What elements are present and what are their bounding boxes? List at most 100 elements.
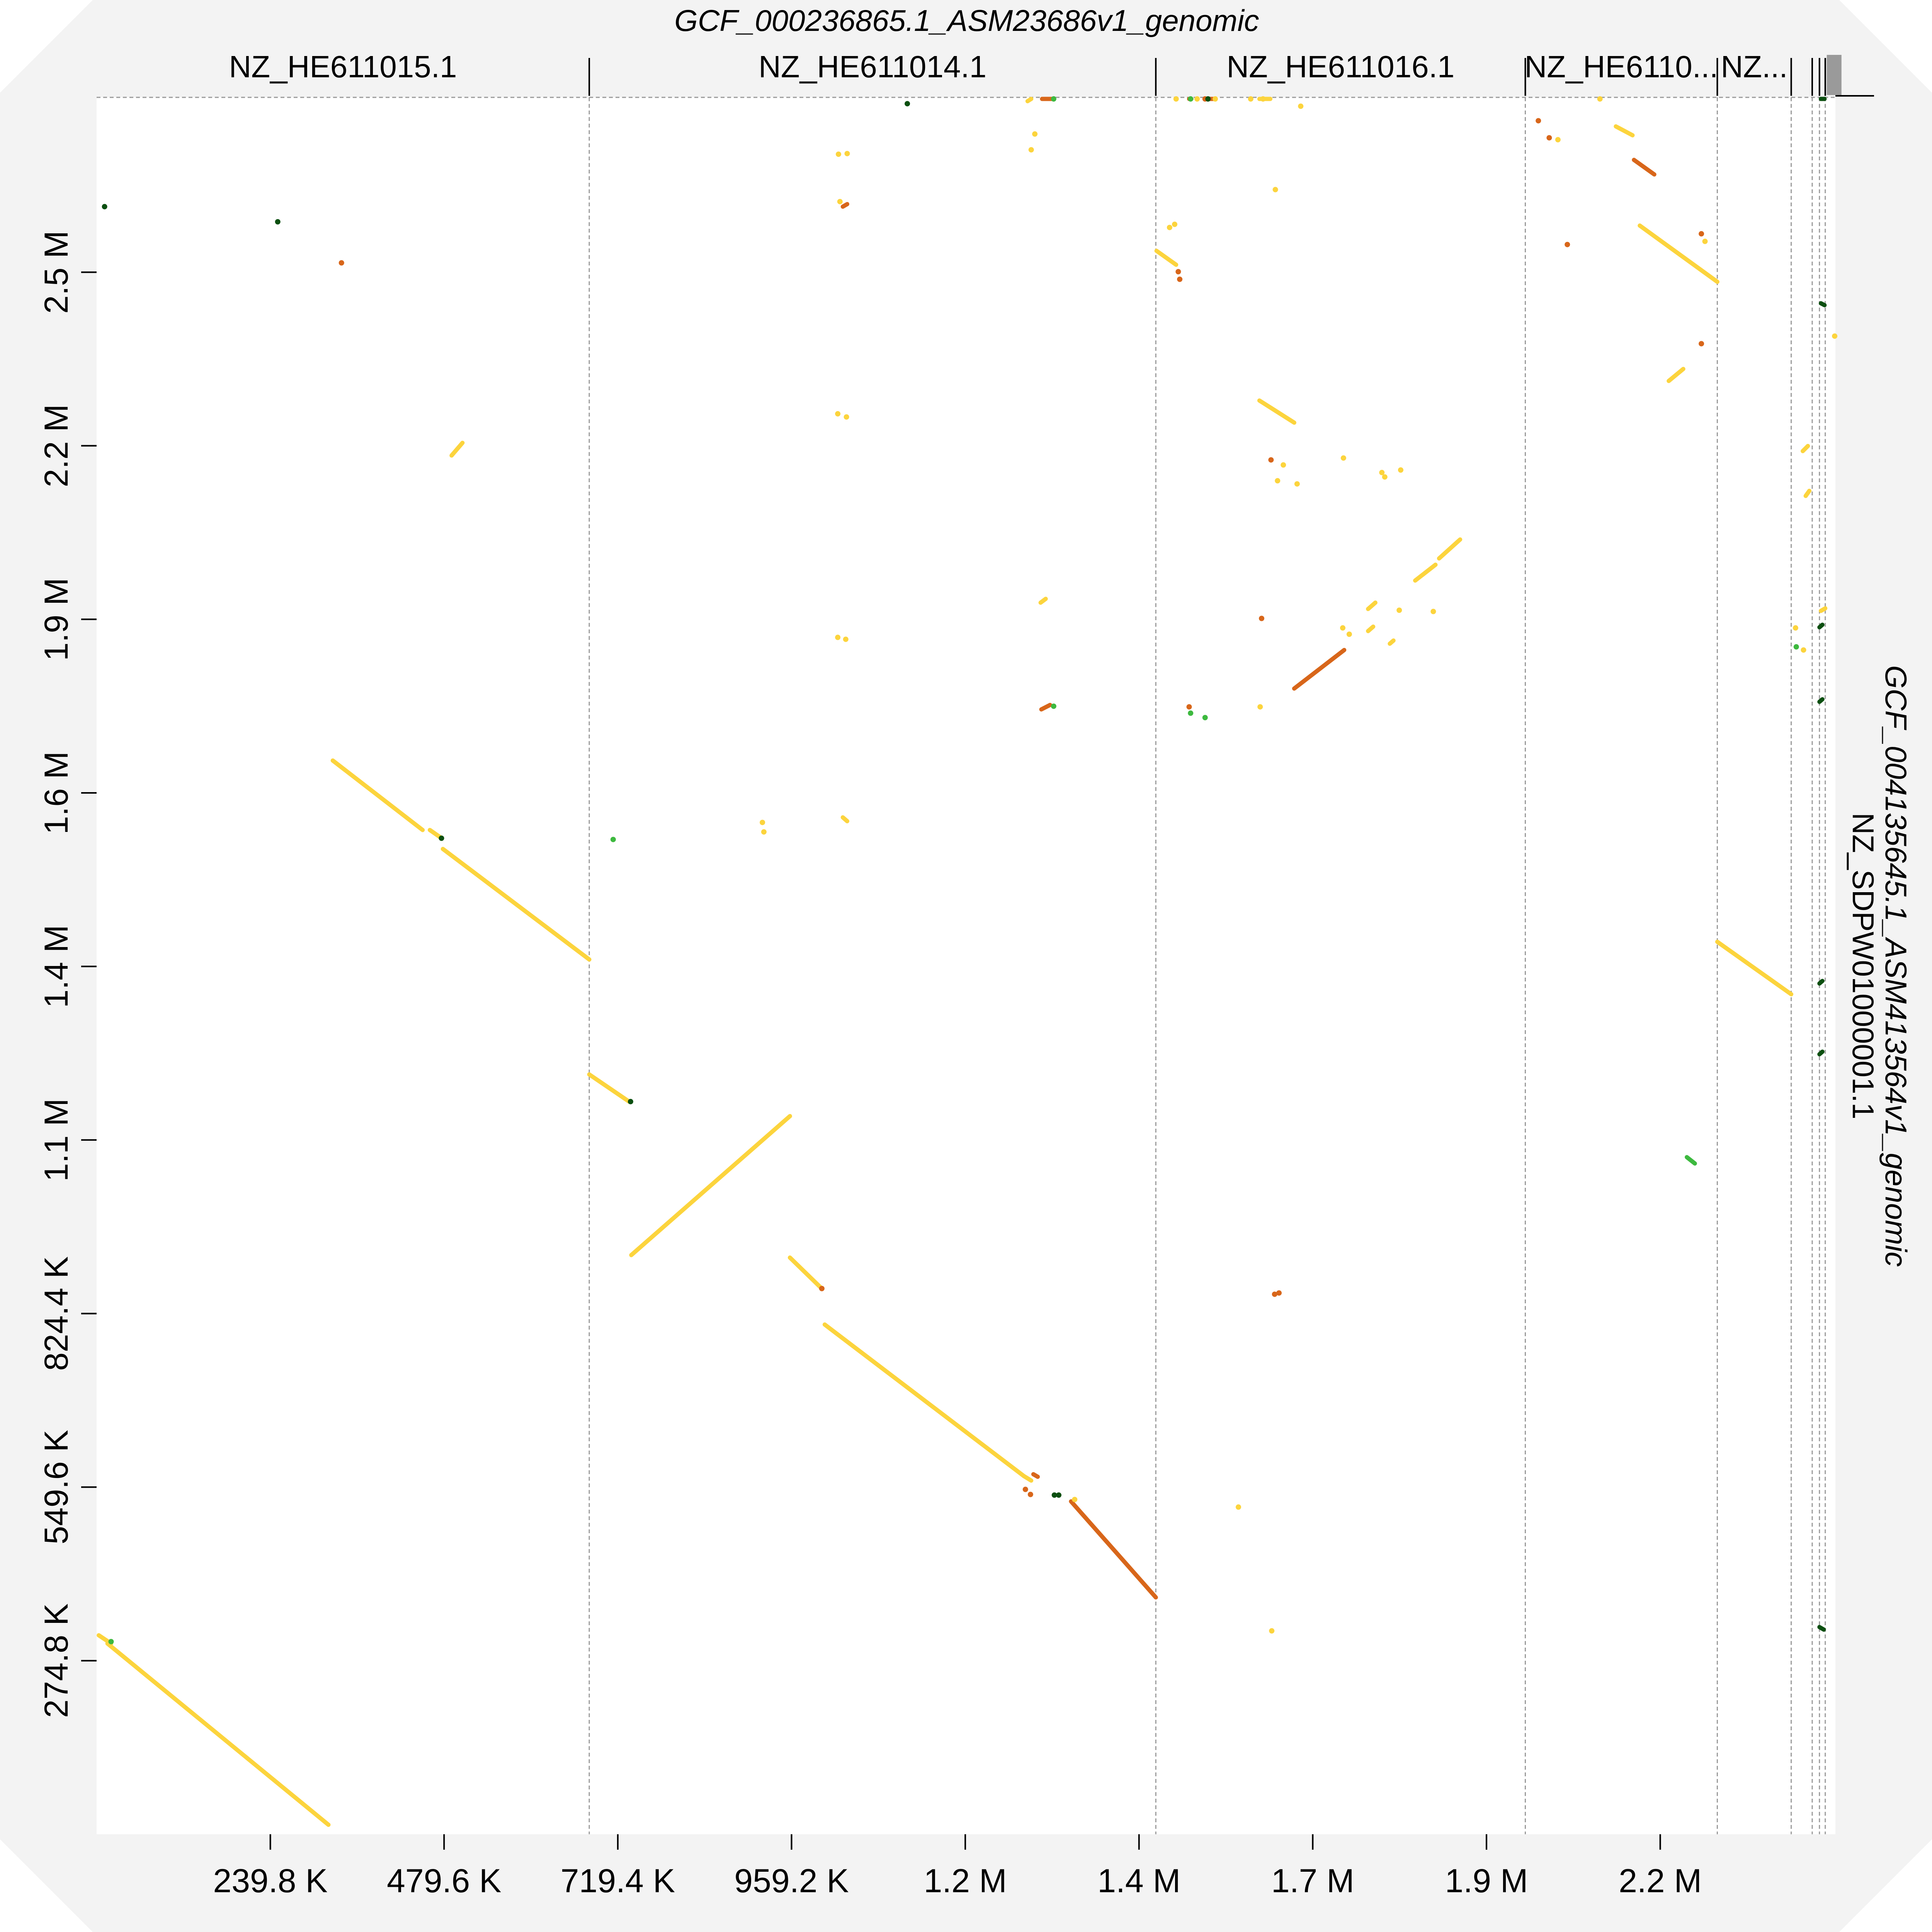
alignment-dot <box>628 1099 633 1104</box>
alignment-dot <box>439 835 444 841</box>
alignment-dot <box>1340 625 1345 631</box>
y-tick-label: 549.6 K <box>38 1430 75 1544</box>
alignment-dot <box>1205 96 1211 102</box>
x-tick-label: 959.2 K <box>734 1862 849 1900</box>
alignment-segment <box>1667 367 1685 383</box>
alignment-dot <box>1259 616 1264 621</box>
alignment-segment <box>1817 979 1825 986</box>
alignment-segment <box>1388 638 1396 646</box>
alignment-segment <box>840 202 849 209</box>
alignment-dot <box>1188 96 1194 102</box>
alignment-segment <box>428 828 443 840</box>
x-tick-label: 1.2 M <box>924 1862 1007 1900</box>
x-tick-label: 1.9 M <box>1445 1862 1528 1900</box>
x-contig-labels: NZ_HE611015.1 NZ_HE611014.1 NZ_HE611016.1 N… <box>229 49 1874 97</box>
alignment-dot <box>1536 118 1541 124</box>
alignment-segment <box>1039 702 1052 712</box>
alignment-dot <box>102 204 107 209</box>
alignment-dot <box>1177 276 1183 282</box>
y-tick-label: 1.6 M <box>38 751 75 834</box>
alignment-dot <box>1597 96 1603 102</box>
alignment-dot <box>1051 1492 1057 1498</box>
alignment-segment <box>1817 1625 1826 1632</box>
x-contig-label: NZ_HE611014.1 <box>759 49 986 84</box>
alignment-dot <box>1275 478 1281 484</box>
alignment-dot <box>1051 703 1056 709</box>
alignment-dot <box>108 1639 114 1645</box>
alignment-dot <box>1793 625 1798 631</box>
alignment-segment <box>1819 606 1828 613</box>
alignment-dot <box>1396 607 1402 613</box>
alignment-dot <box>761 829 767 835</box>
contig-separators <box>97 97 1835 1834</box>
alignment-dot <box>843 636 849 642</box>
y-tick-label: 1.9 M <box>38 578 75 661</box>
alignment-marks <box>97 96 1838 1827</box>
alignment-segment <box>629 1114 792 1257</box>
y-contig-label: NZ_SDPW01000001.1 <box>1846 813 1880 1119</box>
plot-area <box>97 97 1835 1834</box>
alignment-dot <box>1699 341 1704 347</box>
alignment-dot <box>760 820 765 825</box>
y-tick-label: 274.8 K <box>38 1604 75 1718</box>
alignment-dot <box>1172 221 1177 227</box>
alignment-segment <box>787 1255 823 1290</box>
alignment-dot <box>1801 647 1806 653</box>
alignment-dot <box>1546 135 1552 141</box>
alignment-dot <box>1276 1290 1282 1296</box>
alignment-dot <box>1281 462 1286 468</box>
alignment-dot <box>844 151 850 156</box>
alignment-dot <box>1699 231 1704 237</box>
alignment-dot <box>1257 704 1263 710</box>
alignment-dot <box>1248 96 1253 102</box>
x-contig-label: NZ... <box>1721 49 1787 84</box>
alignment-dot <box>905 101 910 107</box>
alignment-segment <box>449 440 465 458</box>
alignment-dot <box>1188 710 1194 716</box>
alignment-dot <box>1175 269 1181 275</box>
alignment-segment <box>1038 597 1048 605</box>
alignment-dot <box>1294 481 1300 487</box>
y-axis: 274.8 K 549.6 K 824.4 K 1.1 M 1.4 M 1.6 M 1.9 … <box>38 231 97 1718</box>
alignment-dot <box>1167 224 1172 230</box>
x-tick-label: 239.8 K <box>213 1862 327 1900</box>
alignment-dot <box>819 1286 825 1291</box>
alignment-segment <box>1366 600 1378 611</box>
alignment-segment <box>1715 939 1794 997</box>
alignment-dot <box>1236 1504 1241 1510</box>
alignment-segment <box>1817 1049 1825 1056</box>
alignment-segment <box>1819 301 1827 308</box>
alignment-dot <box>1398 467 1403 473</box>
alignment-segment <box>1817 622 1825 629</box>
alignment-dot <box>1340 455 1346 461</box>
y-tick-label: 1.1 M <box>38 1099 75 1182</box>
alignment-dot <box>1260 96 1266 102</box>
alignment-dot <box>1298 103 1304 109</box>
x-tick-label: 1.7 M <box>1271 1862 1354 1900</box>
alignment-segment <box>330 758 425 832</box>
alignment-dot <box>844 414 849 420</box>
x-tick-label: 479.6 K <box>387 1862 501 1900</box>
alignment-dot <box>1202 715 1208 721</box>
alignment-dot <box>1379 469 1385 475</box>
alignment-segment <box>1801 444 1810 453</box>
alignment-dot <box>1072 1497 1078 1502</box>
alignment-segment <box>1817 697 1825 704</box>
x-tick-label: 719.4 K <box>561 1862 675 1900</box>
tiny-contig-block <box>1827 55 1842 95</box>
x-tick-label: 2.2 M <box>1619 1862 1702 1900</box>
alignment-segment <box>822 1322 1026 1478</box>
alignment-segment <box>1154 248 1179 267</box>
y-tick-label: 2.5 M <box>38 231 75 314</box>
alignment-dot <box>1027 1492 1033 1497</box>
alignment-dot <box>1272 1291 1277 1297</box>
alignment-dot <box>1056 1492 1061 1498</box>
alignment-dot <box>1022 1486 1028 1492</box>
alignment-dot <box>275 219 281 225</box>
alignment-dot <box>1702 238 1708 244</box>
alignment-segment <box>1069 1499 1158 1600</box>
alignment-segment <box>1614 124 1635 138</box>
alignment-dot <box>835 411 841 417</box>
alignment-segment <box>1803 488 1811 498</box>
